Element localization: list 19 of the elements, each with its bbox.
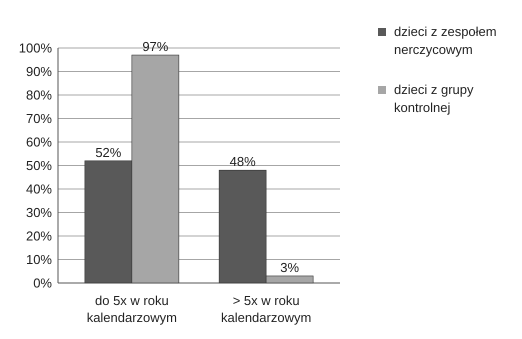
y-tick-label: 50% (26, 158, 52, 174)
x-tick-label: > 5x w roku kalendarzowym (220, 293, 312, 325)
data-label: 52% (95, 144, 122, 160)
data-label: 48% (230, 154, 256, 170)
data-label: 97% (142, 39, 169, 54)
legend-label: dzieci z grupy kontrolnej (394, 82, 474, 115)
x-tick-label: do 5x w roku kalendarzowym (86, 293, 178, 325)
y-tick-label: 40% (26, 182, 52, 197)
y-tick-label: 100% (18, 40, 52, 56)
y-tick-label: 30% (26, 205, 52, 220)
y-tick-label: 70% (26, 111, 52, 126)
y-tick-label: 0% (33, 276, 52, 291)
data-label: 3% (280, 260, 300, 275)
y-tick-label: 60% (26, 134, 52, 150)
y-tick-label: 80% (26, 88, 52, 103)
y-tick-label: 10% (26, 252, 52, 268)
y-tick-label: 90% (26, 64, 52, 80)
y-tick-label: 20% (26, 228, 52, 244)
legend-label: dzieci z zespołem nerczycowym (394, 24, 497, 57)
